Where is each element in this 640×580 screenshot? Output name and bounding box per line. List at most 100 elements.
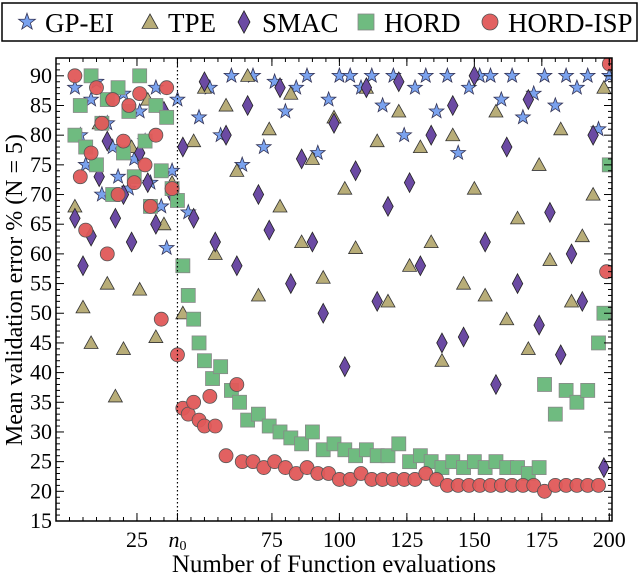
y-tick-label: 65 <box>30 211 52 236</box>
x-tick-label: 75 <box>261 527 283 552</box>
point-hord-isp <box>591 477 606 493</box>
legend-label: HORD <box>384 8 461 38</box>
point-hord-isp <box>143 198 158 214</box>
point-hord-isp <box>126 175 142 191</box>
point-smac <box>468 65 481 87</box>
point-hord-isp <box>99 246 115 262</box>
point-gp-ei <box>568 78 586 95</box>
point-gp-ei <box>341 66 359 83</box>
point-smac <box>522 88 535 111</box>
point-tpe <box>466 180 483 195</box>
legend-label: TPE <box>168 8 216 38</box>
axes: 25 n0 75 100 125 150 175 200 15 20 25 30 35 40 45 50 55 6… <box>30 57 626 554</box>
legend-marker-tpe <box>141 13 159 29</box>
point-tpe <box>272 198 288 213</box>
legend-marker-smac <box>237 9 251 35</box>
point-tpe <box>434 352 450 367</box>
point-smac <box>317 302 329 324</box>
point-smac <box>457 326 470 348</box>
point-tpe <box>391 103 407 118</box>
point-hord <box>294 436 310 452</box>
point-hord-isp <box>94 115 110 131</box>
y-tick-label: 35 <box>30 389 52 414</box>
point-hord <box>305 424 320 440</box>
point-hord-isp <box>105 92 121 107</box>
point-gp-ei <box>255 138 273 155</box>
point-tpe <box>488 103 504 118</box>
point-smac <box>414 255 427 277</box>
point-tpe <box>412 139 429 154</box>
point-smac <box>295 148 308 170</box>
point-hord <box>153 163 169 179</box>
x-tick-label: n0 <box>168 527 186 554</box>
point-tpe <box>585 186 601 201</box>
point-hord-isp <box>153 311 169 327</box>
point-tpe <box>261 121 277 136</box>
point-hord <box>205 371 220 386</box>
point-hord-isp <box>202 388 218 404</box>
point-hord-isp <box>229 377 245 392</box>
point-tpe <box>369 133 385 148</box>
point-hord-isp <box>599 264 612 280</box>
point-smac <box>425 124 437 146</box>
point-hord-isp <box>132 86 148 102</box>
point-smac <box>187 207 200 229</box>
point-hord <box>380 448 396 464</box>
point-smac <box>544 201 556 223</box>
point-smac <box>598 456 610 479</box>
point-hord <box>232 394 247 410</box>
legend-label: GP-EI <box>45 8 114 38</box>
x-tick-label: 25 <box>126 527 148 552</box>
point-tpe <box>83 335 99 349</box>
point-smac <box>150 213 162 235</box>
point-hord <box>180 288 196 303</box>
point-smac <box>576 290 589 313</box>
point-smac <box>252 183 265 206</box>
point-hord <box>558 383 574 398</box>
point-tpe <box>380 293 396 308</box>
point-gp-ei <box>190 108 208 125</box>
point-hord <box>186 311 202 327</box>
point-gp-ei <box>298 66 316 83</box>
point-tpe <box>131 281 148 296</box>
point-smac <box>349 160 362 182</box>
point-tpe <box>596 79 612 94</box>
x-tick-label: 150 <box>458 527 491 552</box>
point-smac <box>403 172 416 194</box>
point-gp-ei <box>438 66 456 83</box>
point-hord <box>537 377 552 392</box>
point-tpe <box>423 234 439 249</box>
point-tpe <box>499 311 515 326</box>
plot-area <box>66 58 612 499</box>
point-hord-isp <box>83 145 99 161</box>
point-hord <box>531 460 547 475</box>
point-smac <box>328 112 340 134</box>
y-tick-label: 15 <box>30 508 52 533</box>
point-gp-ei <box>66 78 84 95</box>
point-smac <box>371 290 383 313</box>
point-hord-isp <box>148 127 164 143</box>
point-smac <box>587 124 599 146</box>
point-gp-ei <box>82 90 100 107</box>
point-gp-ei <box>158 239 176 256</box>
point-tpe <box>563 293 580 308</box>
point-smac <box>125 231 138 253</box>
point-tpe <box>315 269 331 284</box>
legend: GP-EI TPE SMAC HORD HORD-ISP <box>1 2 638 42</box>
point-smac <box>511 272 524 295</box>
point-gp-ei <box>320 90 338 107</box>
point-smac <box>101 130 113 152</box>
point-hord <box>547 406 563 422</box>
point-tpe <box>347 240 364 254</box>
point-gp-ei <box>536 66 553 83</box>
point-gp-ei <box>309 144 327 161</box>
point-hord <box>191 335 207 351</box>
point-smac <box>436 332 448 354</box>
y-tick-label: 75 <box>30 152 52 177</box>
point-smac <box>339 356 351 378</box>
point-tpe <box>509 210 526 225</box>
point-smac <box>393 71 405 93</box>
legend-marker-gp-ei <box>17 12 37 31</box>
point-smac <box>306 231 319 253</box>
point-smac <box>447 94 459 117</box>
